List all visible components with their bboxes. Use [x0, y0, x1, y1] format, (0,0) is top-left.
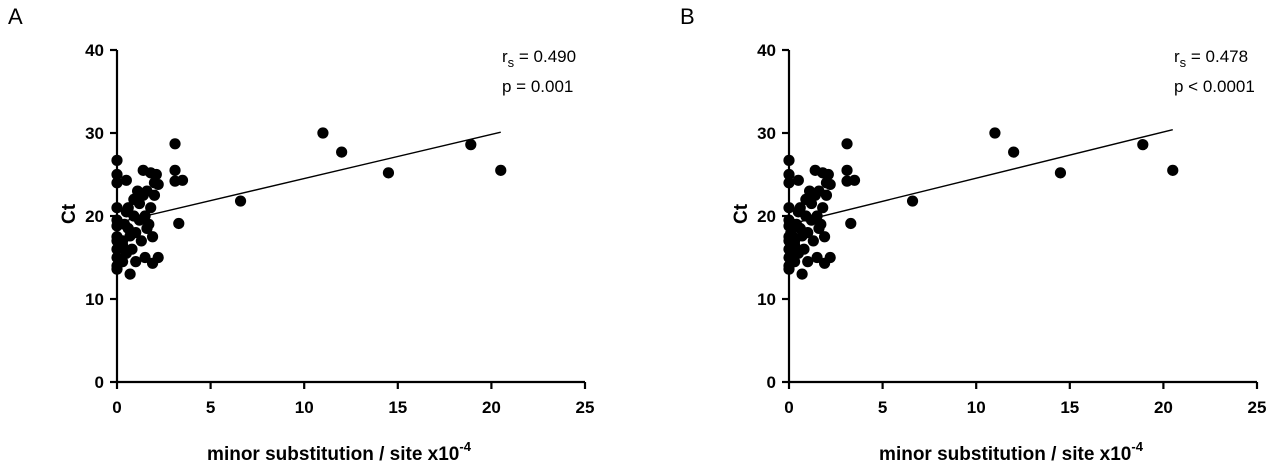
- data-point: [817, 202, 829, 214]
- data-point: [173, 217, 185, 230]
- y-tick-label: 20: [85, 207, 104, 226]
- data-point: [150, 168, 162, 181]
- data-point: [135, 235, 147, 247]
- p-value-label: p = 0.001: [502, 77, 573, 96]
- data-point: [465, 139, 477, 151]
- x-tick-label: 0: [112, 398, 121, 417]
- x-axis-title: minor substitution / site x10-4: [879, 439, 1144, 465]
- data-point: [792, 174, 804, 186]
- data-point: [169, 164, 181, 176]
- x-tick-label: 15: [1060, 398, 1079, 417]
- data-point: [148, 189, 161, 201]
- data-point: [1137, 139, 1149, 151]
- y-tick-label: 40: [85, 41, 104, 60]
- data-point: [802, 227, 814, 239]
- y-tick-label: 30: [85, 124, 104, 143]
- data-point: [122, 202, 134, 214]
- y-tick-label: 30: [757, 124, 776, 143]
- data-point: [152, 251, 164, 264]
- p-value-label: p < 0.0001: [1174, 77, 1255, 96]
- panel-letter: B: [680, 4, 695, 29]
- regression-line: [120, 131, 501, 223]
- x-tick-label: 20: [482, 398, 501, 417]
- data-point: [146, 231, 159, 243]
- data-point: [906, 195, 919, 207]
- data-point: [126, 243, 138, 255]
- data-point: [111, 177, 123, 189]
- data-point: [802, 256, 814, 268]
- data-point: [145, 202, 157, 214]
- data-point: [818, 231, 831, 243]
- x-tick-label: 25: [576, 398, 595, 417]
- y-tick-label: 20: [757, 207, 776, 226]
- x-tick-label: 5: [206, 398, 215, 417]
- data-point: [798, 243, 810, 255]
- data-point: [176, 174, 189, 186]
- regression-line: [792, 129, 1173, 225]
- data-point: [495, 164, 507, 176]
- data-point: [1008, 146, 1020, 158]
- data-point: [336, 146, 348, 158]
- data-point: [783, 177, 795, 189]
- x-tick-label: 15: [388, 398, 407, 417]
- x-tick-label: 0: [784, 398, 793, 417]
- data-point: [143, 218, 155, 230]
- data-point: [824, 178, 836, 191]
- y-tick-label: 10: [85, 290, 104, 309]
- data-point: [815, 218, 827, 230]
- data-point: [845, 217, 857, 230]
- data-point: [794, 202, 806, 214]
- x-tick-label: 10: [295, 398, 314, 417]
- data-point: [820, 189, 833, 201]
- data-point: [111, 154, 123, 166]
- data-point: [783, 154, 795, 166]
- data-point: [1167, 164, 1179, 176]
- data-point: [317, 127, 329, 139]
- data-point: [848, 174, 861, 186]
- panel-b: B 0 10 20 30 40 0 5 10 15 20 25 Ct minor substitution…: [680, 4, 1266, 465]
- panel-a: A 0 10 20 30 40 0 5 10 15 20 25 Ct minor substitution…: [8, 4, 594, 465]
- data-point: [382, 167, 395, 179]
- x-tick-label: 5: [878, 398, 887, 417]
- data-point: [807, 235, 819, 247]
- data-point: [111, 168, 123, 181]
- y-tick-label: 10: [757, 290, 776, 309]
- spearman-r-label: rs = 0.490: [502, 47, 576, 70]
- y-axis-title: Ct: [59, 203, 80, 224]
- data-point: [152, 178, 164, 191]
- data-point: [120, 174, 132, 186]
- data-point: [796, 268, 808, 280]
- data-point: [783, 202, 795, 214]
- x-tick-label: 20: [1154, 398, 1173, 417]
- data-point: [124, 268, 136, 280]
- data-point: [989, 127, 1001, 139]
- x-tick-label: 10: [967, 398, 986, 417]
- y-tick-label: 40: [757, 41, 776, 60]
- data-point: [130, 227, 142, 239]
- x-axis-title: minor substitution / site x10-4: [207, 439, 472, 465]
- data-point: [783, 168, 795, 181]
- x-tick-label: 25: [1248, 398, 1267, 417]
- data-point: [169, 138, 181, 150]
- data-point: [130, 256, 142, 268]
- data-point: [822, 168, 834, 181]
- data-point: [1054, 167, 1067, 179]
- data-point: [111, 202, 123, 214]
- y-tick-label: 0: [767, 373, 776, 392]
- y-tick-label: 0: [95, 373, 104, 392]
- panel-letter: A: [8, 4, 23, 29]
- data-point: [841, 164, 853, 176]
- data-point: [234, 195, 247, 207]
- y-axis-title: Ct: [731, 203, 752, 224]
- data-point: [841, 138, 853, 150]
- data-point: [824, 251, 836, 264]
- spearman-r-label: rs = 0.478: [1174, 47, 1248, 70]
